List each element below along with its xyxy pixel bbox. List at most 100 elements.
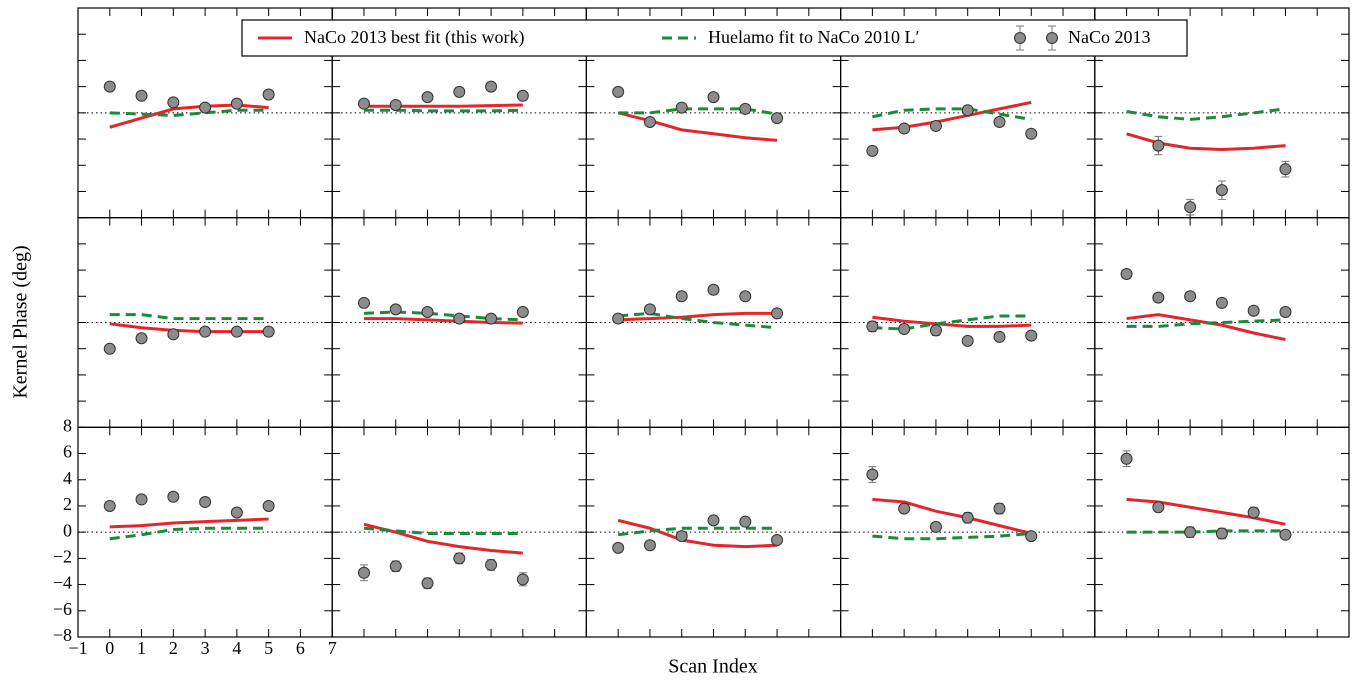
fit-line [109,103,269,129]
data-point [389,303,402,316]
fit-line [618,107,778,116]
data-point [993,330,1006,343]
data-point [262,499,275,512]
data-point [1247,304,1260,317]
fit-line [872,497,1032,535]
data-point [643,303,656,316]
panel [585,217,842,428]
fit-line [1126,313,1286,342]
y-tick-label: −8 [53,625,72,645]
data-point [675,101,688,114]
data-point [262,88,275,101]
data-point [1279,306,1292,319]
fit-line [1126,318,1286,328]
data-point [866,320,879,333]
data-point [103,342,116,355]
panel [77,217,333,428]
data-point [771,112,784,125]
fit-line [872,107,1032,121]
data-point [1184,201,1197,214]
panel [1094,426,1350,638]
fit-line [109,322,269,334]
data-point [929,119,942,132]
data-point [1120,268,1133,281]
fit-line [1126,107,1286,121]
x-tick-label: −1 [68,638,87,658]
legend-label: NaCo 2013 best fit (this work) [304,27,524,48]
fit-line [109,313,269,321]
fit-line [618,311,778,322]
data-point [516,573,529,586]
plot-area [866,100,1038,157]
fit-line [617,111,778,142]
plot-area [357,80,529,113]
data-point [1025,530,1038,543]
data-point [675,290,688,303]
legend-box [241,19,1188,57]
data-point [485,80,498,93]
data-point [739,102,752,115]
plot-area [866,466,1038,543]
y-tick-label: 6 [63,442,72,462]
data-point [707,514,720,527]
data-point [167,490,180,503]
data-point [643,116,656,129]
data-point [1025,127,1038,140]
data-point [898,122,911,135]
data-point [643,539,656,552]
y-tick-label: 8 [63,415,72,435]
data-point [866,144,879,157]
data-point [1279,528,1292,541]
fit-line [363,526,523,535]
data-point [230,506,243,519]
data-point [961,104,974,117]
fit-line [363,522,523,555]
plot-area [1120,450,1292,541]
fit-line [109,108,269,117]
data-point [771,307,784,320]
data-point [199,101,212,114]
data-point [453,312,466,325]
data-point [898,323,911,336]
fit-line [618,311,778,330]
fit-line [363,108,523,113]
fit-line [109,517,269,529]
fit-line [872,314,1032,331]
legend-label: NaCo 2013 [1068,27,1151,47]
y-tick-label: 4 [63,468,72,488]
data-point [929,520,942,533]
data-point [357,566,370,579]
data-point [167,96,180,109]
data-point [516,306,529,319]
data-point [135,332,148,345]
fit-line [872,531,1032,541]
data-point [135,89,148,102]
panel: −1 0 1 2 3 4 5 6 7 −8 −6 −4 −2 0 2 4 6 8 [53,415,337,658]
data-point [675,530,688,543]
data-point [739,290,752,303]
panel [839,426,1096,638]
data-point [1215,296,1228,309]
panel-frame [1094,426,1350,638]
data-point [199,496,212,509]
data-point [739,515,752,528]
x-tick-label: 4 [232,638,241,658]
x-axis-label: Scan Index [668,656,757,678]
x-tick-label: 1 [137,638,146,658]
plot-area [103,490,275,541]
y-tick-label: −4 [53,573,72,593]
data-point [707,91,720,104]
plot-area [1126,107,1292,218]
data-point [866,468,879,481]
data-point [135,493,148,506]
data-point [993,502,1006,515]
legend-marker [1046,32,1058,44]
legend-marker [1014,32,1026,44]
data-point [1025,329,1038,342]
data-point [389,98,402,111]
y-tick-label: −6 [53,599,72,619]
fit-line [617,526,778,537]
data-point [1215,527,1228,540]
panel [331,217,588,428]
